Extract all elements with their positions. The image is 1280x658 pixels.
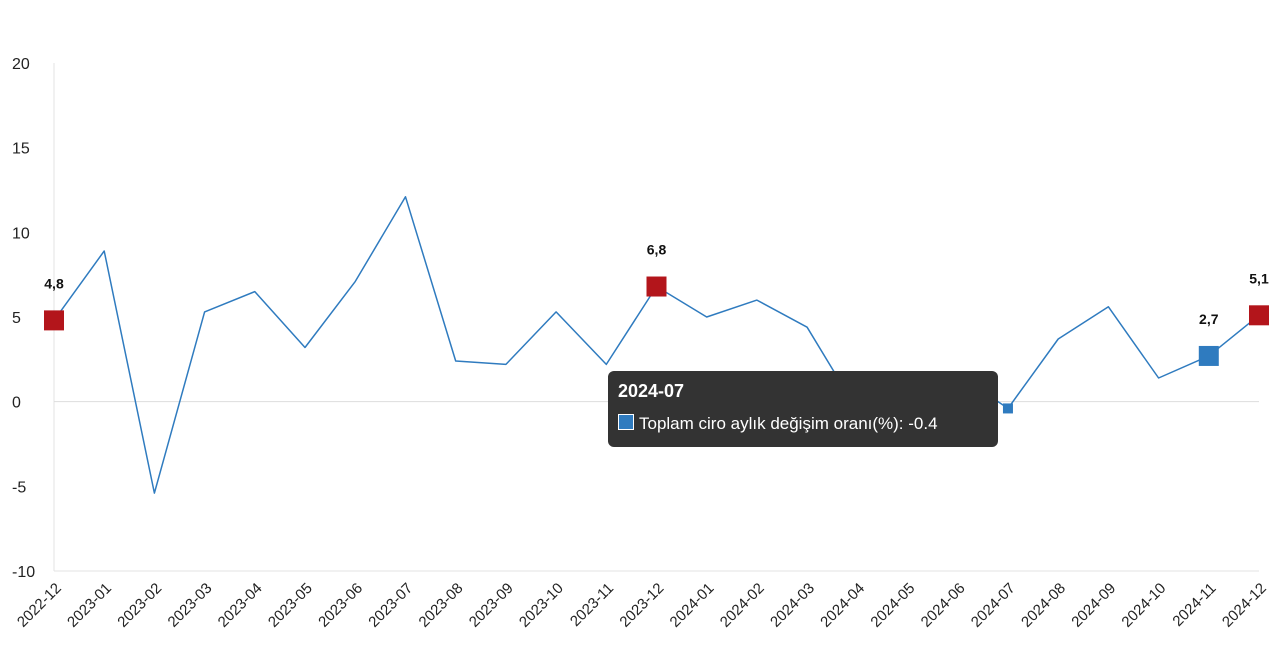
x-tick-label: 2023-05 bbox=[265, 580, 316, 631]
x-tick-label: 2024-05 bbox=[867, 580, 918, 631]
x-tick-label: 2024-07 bbox=[968, 580, 1019, 631]
tooltip-series-swatch bbox=[618, 414, 634, 430]
x-tick-label: 2024-08 bbox=[1018, 580, 1069, 631]
hovered-point-marker bbox=[1002, 403, 1013, 414]
y-tick-label: 10 bbox=[12, 225, 30, 242]
y-tick-label: -5 bbox=[12, 479, 26, 496]
x-tick-label: 2022-12 bbox=[14, 580, 65, 631]
highlighted-point-marker bbox=[1198, 345, 1219, 366]
y-tick-label: 0 bbox=[12, 395, 21, 412]
highlighted-point-marker bbox=[44, 310, 64, 331]
highlighted-point-marker bbox=[1249, 305, 1269, 326]
x-tick-label: 2023-02 bbox=[114, 580, 165, 631]
y-tick-label: 20 bbox=[12, 56, 30, 73]
tooltip-row: Toplam ciro aylık değişim oranı(%): -0.4 bbox=[618, 412, 988, 436]
y-tick-label: 5 bbox=[12, 310, 21, 327]
x-tick-label: 2024-06 bbox=[918, 580, 969, 631]
y-tick-label: -10 bbox=[12, 564, 35, 581]
x-tick-label: 2023-08 bbox=[416, 580, 467, 631]
x-tick-label: 2024-10 bbox=[1118, 580, 1169, 631]
x-tick-label: 2023-06 bbox=[315, 580, 366, 631]
x-tick-label: 2023-10 bbox=[516, 580, 567, 631]
x-tick-label: 2024-01 bbox=[667, 580, 718, 631]
x-tick-label: 2024-09 bbox=[1068, 580, 1119, 631]
x-tick-label: 2024-12 bbox=[1219, 580, 1270, 631]
x-tick-label: 2023-11 bbox=[567, 580, 617, 630]
x-tick-label: 2023-04 bbox=[215, 580, 266, 631]
tooltip-title: 2024-07 bbox=[618, 381, 685, 401]
y-tick-label: 15 bbox=[12, 141, 30, 158]
x-tick-label: 2024-04 bbox=[817, 580, 868, 631]
chart-tooltip: 2024-07 Toplam ciro aylık değişim oranı(… bbox=[608, 371, 998, 447]
data-label: 6,8 bbox=[647, 242, 667, 258]
tooltip-label: Toplam ciro aylık değişim oranı(%): -0.4 bbox=[639, 414, 938, 433]
x-tick-label: 2024-02 bbox=[717, 580, 768, 631]
x-tick-label: 2023-03 bbox=[164, 580, 215, 631]
x-tick-label: 2024-03 bbox=[767, 580, 818, 631]
x-tick-label: 2023-07 bbox=[365, 580, 416, 631]
x-tick-label: 2023-01 bbox=[64, 580, 115, 631]
highlighted-point-marker bbox=[646, 276, 667, 297]
x-tick-label: 2023-09 bbox=[466, 580, 517, 631]
data-label: 5,1 bbox=[1249, 270, 1269, 286]
data-label: 2,7 bbox=[1199, 311, 1219, 327]
x-tick-label: 2024-11 bbox=[1169, 580, 1219, 630]
x-tick-label: 2023-12 bbox=[616, 580, 667, 631]
data-label: 4,8 bbox=[44, 275, 64, 291]
